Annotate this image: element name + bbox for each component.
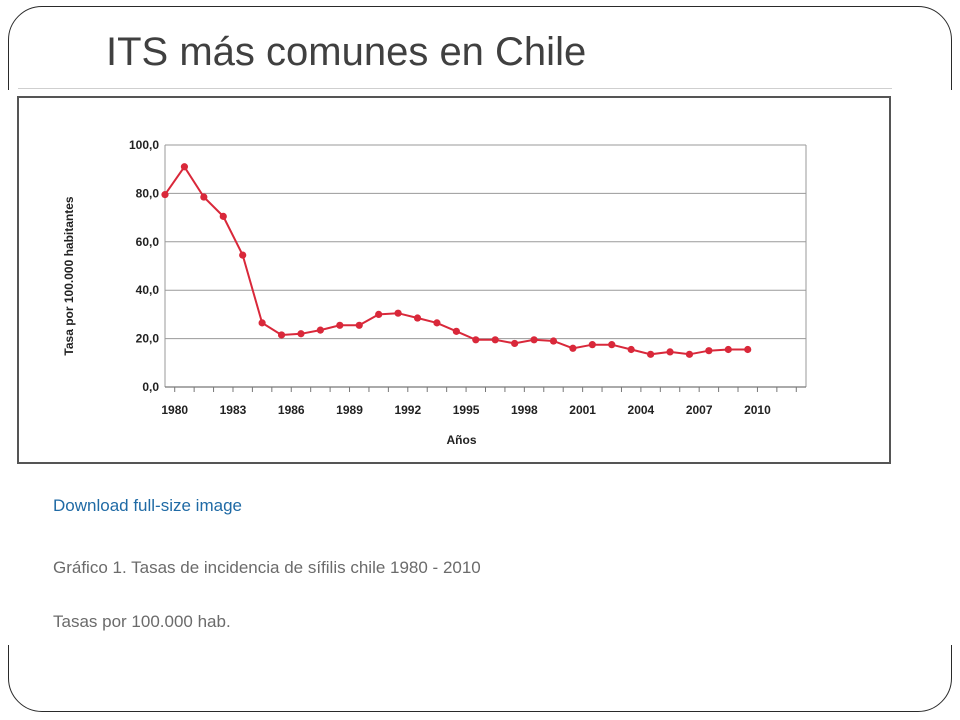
chart-container: 0,0 20,0 40,0 60,0 80,0 100,0 1980 1983 1986 1989… (17, 96, 891, 464)
y-tick-label: 40,0 (136, 283, 160, 297)
y-tick-label: 80,0 (136, 186, 160, 200)
data-point (744, 345, 752, 354)
data-point (608, 341, 616, 349)
data-point (355, 321, 363, 329)
y-tick-label: 60,0 (136, 235, 160, 249)
data-point (647, 350, 655, 358)
data-point (180, 163, 189, 171)
y-tick-label: 100,0 (129, 138, 159, 152)
figure-caption: Gráfico 1. Tasas de incidencia de sífili… (53, 558, 481, 577)
data-point (219, 212, 227, 220)
x-tick-label: 2007 (686, 403, 713, 417)
frame-gap-right (940, 90, 960, 645)
data-point (239, 251, 247, 259)
title-divider (18, 88, 892, 89)
chart-axes: 0,0 20,0 40,0 60,0 80,0 100,0 1980 1983 1986 1989… (129, 138, 807, 417)
data-point (569, 344, 577, 352)
data-point (666, 348, 674, 356)
data-point (161, 191, 169, 199)
data-point (452, 327, 460, 335)
x-axis-title: Años (447, 433, 477, 447)
line-chart: 0,0 20,0 40,0 60,0 80,0 100,0 1980 1983 1986 1989… (62, 138, 807, 447)
data-point (375, 310, 383, 318)
chart-series (161, 163, 752, 358)
x-tick-label: 1980 (161, 403, 188, 417)
y-tick-label: 20,0 (136, 332, 160, 346)
x-tick-label: 2010 (744, 403, 771, 417)
x-tick-label: 1998 (511, 403, 538, 417)
data-point (685, 350, 694, 358)
data-point (336, 321, 344, 329)
data-point (413, 314, 422, 322)
data-point (549, 337, 558, 345)
slide-title: ITS más comunes en Chile (106, 30, 587, 74)
data-point (724, 345, 732, 354)
y-axis-title: Tasa por 100.000 habitantes (62, 196, 76, 356)
data-point (433, 319, 441, 327)
x-tick-label: 2004 (628, 403, 655, 417)
data-point (472, 336, 480, 344)
data-point (511, 339, 519, 348)
data-point (200, 193, 208, 201)
download-full-size-link[interactable]: Download full-size image (53, 496, 242, 515)
data-point (588, 341, 596, 349)
x-tick-label: 1992 (394, 403, 421, 417)
data-point (297, 330, 305, 338)
x-tick-label: 1983 (220, 403, 247, 417)
y-tick-label: 0,0 (142, 380, 159, 394)
data-point (277, 331, 286, 339)
x-tick-label: 1995 (453, 403, 480, 417)
data-point (627, 345, 635, 354)
frame-gap-left (0, 90, 20, 645)
data-point (258, 319, 266, 327)
data-point (394, 309, 402, 317)
series-line (164, 165, 748, 356)
x-tick-label: 1989 (336, 403, 363, 417)
data-point (316, 326, 324, 334)
x-tick-label: 2001 (569, 403, 596, 417)
x-tick-label: 1986 (278, 403, 305, 417)
figure-note: Tasas por 100.000 hab. (53, 612, 231, 631)
data-point (705, 347, 713, 355)
data-point (530, 336, 538, 344)
data-point (491, 336, 499, 344)
